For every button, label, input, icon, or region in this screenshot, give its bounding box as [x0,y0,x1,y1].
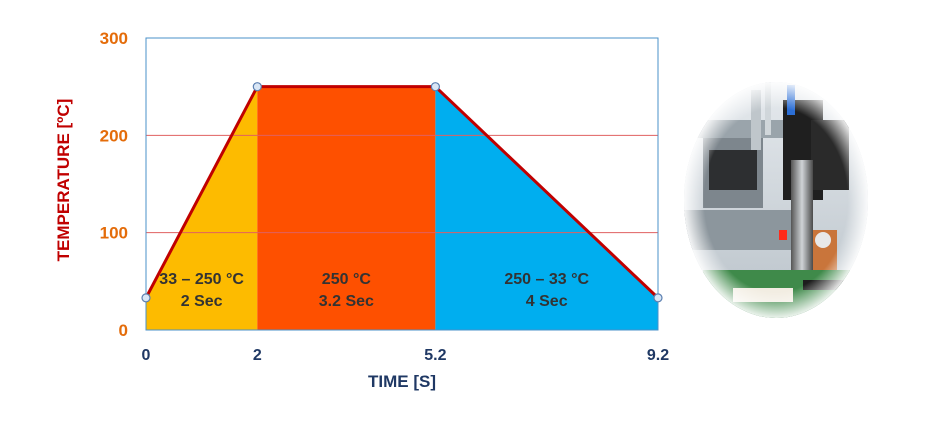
segment-label-2-range: 250 °C [322,271,372,288]
data-point-4 [653,293,663,303]
data-point-3 [430,82,440,92]
segment-label-1-duration: 2 Sec [181,293,223,310]
data-point-2 [252,82,262,92]
x-tick-label: 0 [142,347,151,364]
segment-area-1 [146,86,258,331]
segment-label-3-duration: 4 Sec [526,293,568,310]
y-tick-label: 0 [119,321,128,340]
x-axis-label: TIME [S] [368,372,436,391]
segment-label-2-duration: 3.2 Sec [319,293,374,310]
x-tick-label: 9.2 [647,347,669,364]
y-tick-label: 300 [100,29,128,48]
y-tick-label: 200 [100,126,128,145]
series-line [144,85,660,299]
x-tick-label: 2 [253,347,262,364]
y-tick-label: 100 [100,224,128,243]
data-point-1 [141,293,151,303]
plot-frame [145,37,659,331]
segment-label-1-range: 33 – 250 °C [159,271,244,288]
segment-area-3 [435,86,658,331]
x-tick-label: 5.2 [424,347,446,364]
soldering-robot-photo [684,82,868,318]
segment-area-2 [257,86,436,331]
y-axis-label: TEMPERATURE [ºC] [54,99,73,262]
segment-label-3-range: 250 – 33 °C [504,271,589,288]
